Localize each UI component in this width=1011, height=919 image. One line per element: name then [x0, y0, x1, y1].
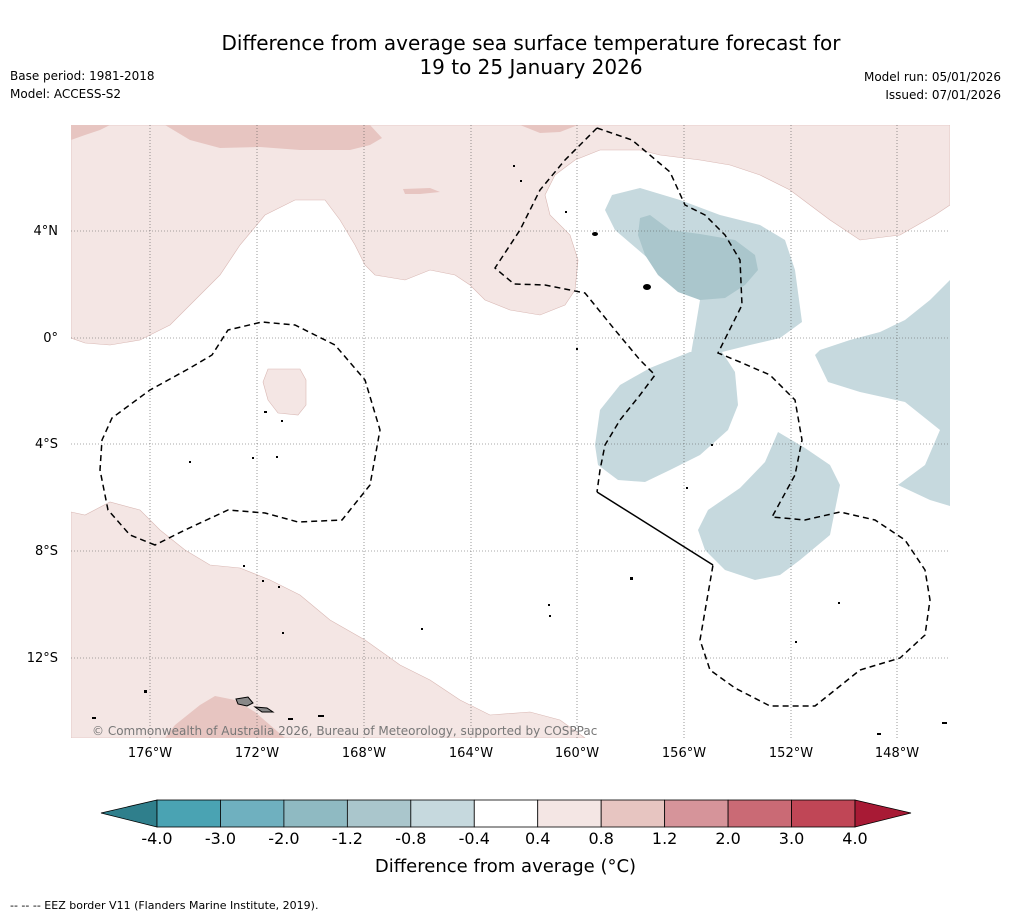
copyright-notice: © Commonwealth of Australia 2026, Bureau… — [92, 724, 598, 738]
lon-label: 172°W — [234, 746, 280, 761]
colorbar-tick-label: 3.0 — [778, 829, 805, 848]
lon-label: 168°W — [341, 746, 387, 761]
meta-right: Model run: 05/01/2026 Issued: 07/01/2026 — [864, 68, 1001, 104]
eez-border-tokelau — [99, 321, 381, 546]
lat-label: 8°S — [34, 544, 58, 559]
cool-anomaly-central — [698, 432, 840, 580]
lon-label: 160°W — [554, 746, 600, 761]
lon-label: 148°W — [874, 746, 920, 761]
colorbar-tick-label: -3.0 — [204, 829, 237, 848]
cool-anomaly-central — [595, 352, 738, 482]
colorbar-cell — [600, 799, 666, 828]
lon-label: 156°W — [661, 746, 707, 761]
colorbar-tick-label: 2.0 — [715, 829, 741, 848]
eez-border-kiribati-phoenix — [494, 127, 656, 493]
graticule — [71, 125, 950, 738]
cool-anomaly-core — [638, 215, 758, 300]
warm-anomaly-blob — [262, 368, 307, 416]
colorbar-extend-low — [100, 799, 158, 828]
lat-label: 0° — [43, 331, 58, 346]
model-run: Model run: 05/01/2026 — [863, 70, 1001, 84]
lat-label: 4°N — [33, 224, 59, 239]
colorbar-tick-label: -4.0 — [141, 829, 173, 848]
colorbar-cell — [727, 799, 792, 828]
colorbar-cell — [473, 799, 539, 828]
colorbar-tick-label: 1.2 — [651, 829, 678, 848]
meta-left: Base period: 1981-2018 Model: ACCESS-S2 — [10, 67, 155, 103]
map-title: Difference from average sea surface temp… — [0, 31, 1011, 79]
lon-label: 176°W — [127, 746, 173, 761]
samoa-island — [235, 696, 254, 707]
colorbar-tick-label: 0.4 — [524, 829, 551, 848]
colorbar-extend-high — [854, 799, 912, 828]
title-line-2: 19 to 25 January 2026 — [419, 55, 643, 79]
colorbar-cell — [346, 799, 412, 828]
warm-anomaly-patch — [165, 125, 382, 150]
colorbar-tick-label: 0.8 — [588, 829, 614, 848]
warm-anomaly-south — [71, 501, 586, 738]
colorbar-tick-label: -2.0 — [268, 829, 300, 848]
colorbar-cell — [156, 799, 221, 828]
issued-date: Issued: 07/01/2026 — [885, 88, 1001, 102]
colorbar-tick-label: 4.0 — [842, 829, 868, 848]
colorbar-tick-label: -1.2 — [331, 829, 363, 848]
lon-label: 164°W — [448, 746, 494, 761]
islands — [92, 165, 947, 735]
colorbar-tick-label: -0.4 — [458, 829, 490, 848]
title-line-1: Difference from average sea surface temp… — [221, 31, 841, 55]
warm-anomaly-north — [71, 125, 950, 346]
eez-border-kiribati-line — [596, 127, 931, 707]
colorbar-cell — [537, 799, 602, 828]
model-name: Model: ACCESS-S2 — [10, 87, 122, 101]
eez-footnote: -- -- -- EEZ border V11 (Flanders Marine… — [10, 899, 319, 912]
lat-label: 4°S — [34, 437, 58, 452]
lon-label: 152°W — [768, 746, 814, 761]
samoa-island — [253, 706, 275, 713]
eez-border-solid — [596, 491, 714, 566]
colorbar-cell — [664, 799, 729, 828]
colorbar-tick-label: -0.8 — [395, 829, 427, 848]
colorbar-cell — [791, 799, 856, 828]
colorbar-cell — [410, 799, 475, 828]
warm-anomaly-patch — [165, 696, 285, 738]
warm-anomaly-patch — [71, 125, 110, 140]
warm-anomaly-patch — [403, 188, 440, 194]
colorbar-cell — [220, 799, 285, 828]
lat-label: 12°S — [26, 651, 58, 666]
base-period: Base period: 1981-2018 — [10, 69, 155, 83]
colorbar-cell — [283, 799, 348, 828]
cool-anomaly-east — [815, 280, 950, 506]
warm-anomaly-patch — [520, 125, 578, 133]
colorbar-label: Difference from average (°C) — [374, 856, 637, 877]
